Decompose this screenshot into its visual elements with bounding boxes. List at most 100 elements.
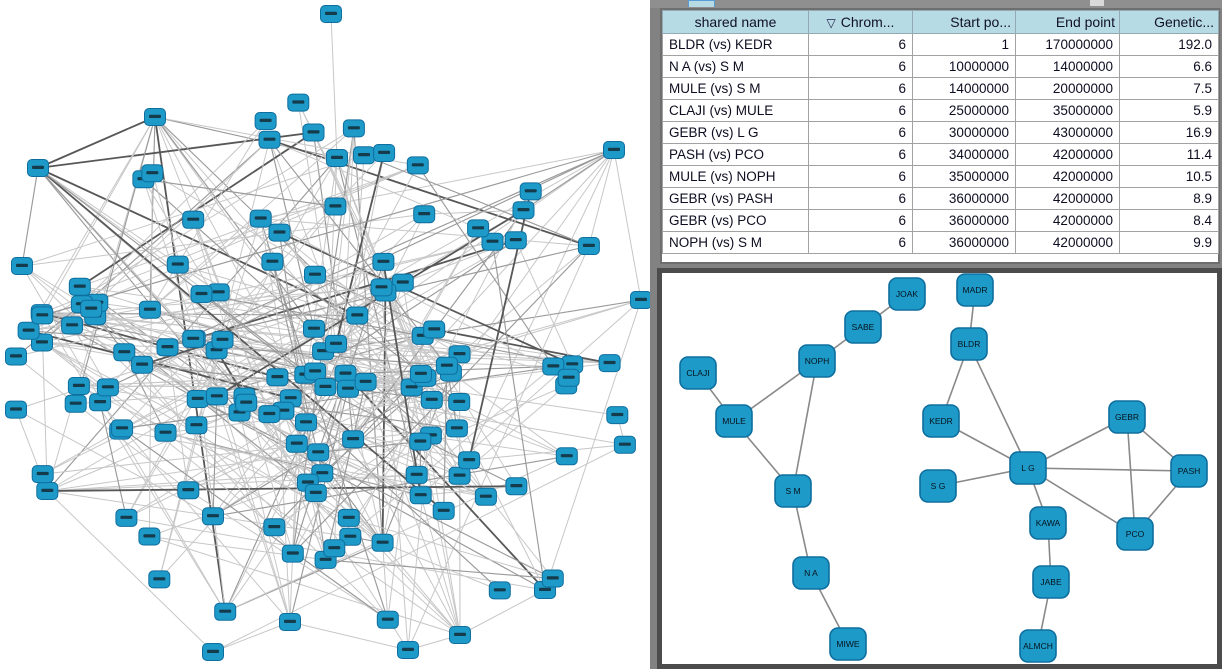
network-node-claji[interactable]: CLAJI <box>679 356 717 390</box>
cell-chromosome[interactable]: 6 <box>808 33 913 56</box>
network-node[interactable] <box>346 306 369 325</box>
network-node[interactable] <box>263 518 286 537</box>
network-node[interactable] <box>177 481 200 500</box>
network-node[interactable] <box>36 482 59 500</box>
network-node[interactable] <box>376 610 399 629</box>
network-node-bldr[interactable]: BLDR <box>950 327 988 361</box>
table-row[interactable]: GEBR (vs) PASH 6 36000000 42000000 8.9 <box>662 187 1219 210</box>
cell-chromosome[interactable]: 6 <box>808 77 913 100</box>
network-node[interactable] <box>80 299 103 318</box>
network-node-mule[interactable]: MULE <box>715 404 753 438</box>
cell-genetic[interactable]: 7.5 <box>1119 77 1219 100</box>
network-node[interactable] <box>598 354 621 373</box>
cell-genetic[interactable]: 6.6 <box>1119 55 1219 78</box>
network-node[interactable] <box>326 149 348 167</box>
network-node[interactable] <box>202 643 224 661</box>
network-node[interactable] <box>423 320 446 339</box>
network-node[interactable] <box>207 283 230 302</box>
network-node-l-g[interactable]: L G <box>1009 451 1047 485</box>
table-row[interactable]: CLAJI (vs) MULE 6 25000000 35000000 5.9 <box>662 99 1219 122</box>
network-node[interactable] <box>613 435 636 454</box>
cell-chromosome[interactable]: 6 <box>808 99 913 122</box>
network-node[interactable] <box>186 390 209 408</box>
cell-chromosome[interactable]: 6 <box>808 209 913 232</box>
cell-shared-name[interactable]: MULE (vs) NOPH <box>662 165 809 188</box>
network-node[interactable] <box>504 231 527 250</box>
network-node[interactable] <box>249 209 272 228</box>
network-node-kedr[interactable]: KEDR <box>922 404 960 438</box>
network-node[interactable] <box>449 626 471 644</box>
network-node[interactable] <box>304 265 326 284</box>
network-node[interactable] <box>304 484 327 502</box>
cell-genetic[interactable]: 5.9 <box>1119 99 1219 122</box>
cell-end-point[interactable]: 42000000 <box>1015 165 1120 188</box>
network-node[interactable] <box>138 300 161 319</box>
cell-start-position[interactable]: 36000000 <box>912 209 1016 232</box>
network-edge[interactable] <box>1126 416 1136 535</box>
network-node[interactable] <box>214 602 237 621</box>
network-node[interactable] <box>630 291 651 309</box>
network-node[interactable] <box>339 527 362 546</box>
network-node[interactable] <box>435 356 458 375</box>
network-node[interactable] <box>115 508 138 527</box>
network-node[interactable] <box>268 223 291 242</box>
network-node[interactable] <box>156 338 179 357</box>
cell-genetic[interactable]: 8.9 <box>1119 187 1219 210</box>
network-node[interactable] <box>420 390 443 409</box>
cell-start-position[interactable]: 14000000 <box>912 77 1016 100</box>
table-row[interactable]: BLDR (vs) KEDR 6 1 170000000 192.0 <box>662 33 1219 56</box>
network-node[interactable] <box>190 285 213 304</box>
network-node-noph[interactable]: NOPH <box>798 344 836 378</box>
network-node[interactable] <box>432 501 455 520</box>
network-node-pash[interactable]: PASH <box>1170 454 1208 488</box>
network-node[interactable] <box>372 252 395 271</box>
network-node-sabe[interactable]: SABE <box>844 310 882 344</box>
network-node-miwe[interactable]: MIWE <box>829 627 867 661</box>
network-node[interactable] <box>371 533 394 552</box>
cell-chromosome[interactable]: 6 <box>808 143 913 166</box>
network-node[interactable] <box>202 507 224 526</box>
cell-end-point[interactable]: 42000000 <box>1015 231 1120 254</box>
network-node[interactable] <box>337 508 360 527</box>
cell-shared-name[interactable]: BLDR (vs) KEDR <box>662 33 809 56</box>
network-node[interactable] <box>266 368 289 387</box>
network-node[interactable] <box>577 237 600 255</box>
cell-shared-name[interactable]: GEBR (vs) PCO <box>662 209 809 232</box>
column-header-shared-name[interactable]: shared name <box>662 10 809 34</box>
network-node-n-a[interactable]: N A <box>792 556 830 590</box>
cell-genetic[interactable]: 8.4 <box>1119 209 1219 232</box>
cell-shared-name[interactable]: PASH (vs) PCO <box>662 143 809 166</box>
network-node[interactable] <box>166 255 189 274</box>
cell-start-position[interactable]: 36000000 <box>912 187 1016 210</box>
network-node[interactable] <box>603 141 625 159</box>
network-node-joak[interactable]: JOAK <box>888 277 926 311</box>
table-row[interactable]: GEBR (vs) L G 6 30000000 43000000 16.9 <box>662 121 1219 144</box>
cell-chromosome[interactable]: 6 <box>808 165 913 188</box>
column-header-chromosome[interactable]: ▽ Chrom... <box>808 10 913 34</box>
network-node[interactable] <box>467 219 490 238</box>
cell-end-point[interactable]: 42000000 <box>1015 209 1120 232</box>
cell-end-point[interactable]: 170000000 <box>1015 33 1120 56</box>
network-node[interactable] <box>342 430 365 449</box>
table-row[interactable]: N A (vs) S M 6 10000000 14000000 6.6 <box>662 55 1219 78</box>
network-node[interactable] <box>325 334 347 353</box>
network-node[interactable] <box>27 159 49 177</box>
cell-start-position[interactable]: 10000000 <box>912 55 1016 78</box>
network-node[interactable] <box>61 316 84 335</box>
cell-chromosome[interactable]: 6 <box>808 55 913 78</box>
network-node[interactable] <box>11 257 33 275</box>
table-row[interactable]: GEBR (vs) PCO 6 36000000 42000000 8.4 <box>662 209 1219 232</box>
network-node[interactable] <box>409 432 432 451</box>
network-node[interactable] <box>481 232 504 251</box>
scrollbar-fragment[interactable] <box>1090 0 1104 6</box>
network-node[interactable] <box>542 357 565 376</box>
network-node[interactable] <box>405 465 428 484</box>
network-node[interactable] <box>96 378 119 397</box>
cell-end-point[interactable]: 14000000 <box>1015 55 1120 78</box>
cell-genetic[interactable]: 9.9 <box>1119 231 1219 254</box>
network-node[interactable] <box>154 423 177 442</box>
network-node[interactable] <box>185 416 208 435</box>
network-node[interactable] <box>302 123 325 142</box>
panel-tab[interactable] <box>688 0 715 7</box>
cell-shared-name[interactable]: MULE (vs) S M <box>662 77 809 100</box>
